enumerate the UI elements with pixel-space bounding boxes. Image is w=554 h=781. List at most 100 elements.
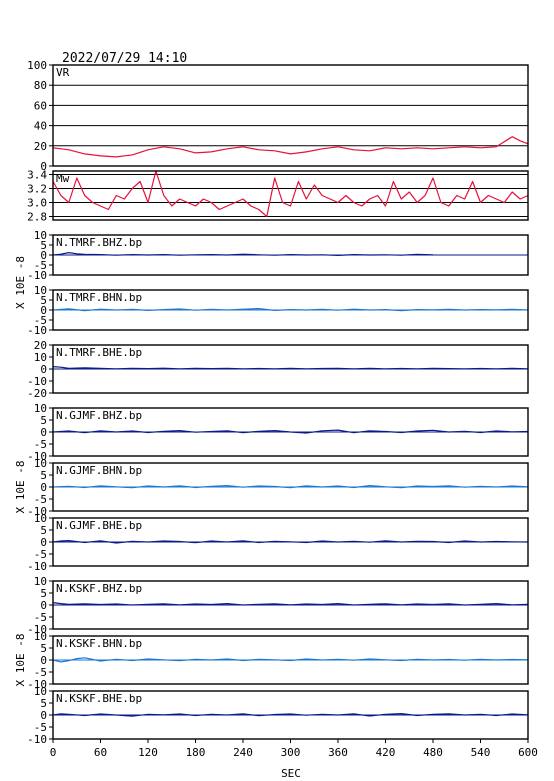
y-tick-label: 3.2 (27, 183, 47, 196)
panel-frame (52, 170, 529, 221)
panel-label: N.KSKF.BHN.bp (56, 637, 142, 650)
y-tick-label: 10 (34, 402, 47, 415)
y-tick-label: 0 (40, 709, 47, 722)
y-tick-label: -5 (34, 721, 47, 734)
series-line (52, 657, 529, 663)
y-tick-label: -10 (27, 733, 47, 746)
x-tick-label: 360 (328, 746, 348, 759)
y-tick-label: -5 (34, 314, 47, 327)
series-line (52, 602, 529, 606)
y-tick-label: 0 (40, 160, 47, 173)
y-tick-label: -5 (34, 493, 47, 506)
y-tick-label: -10 (27, 560, 47, 573)
y-tick-label: 10 (34, 229, 47, 242)
x-tick-label: 600 (518, 746, 538, 759)
x-tick-label: 540 (471, 746, 491, 759)
y-tick-label: -10 (27, 678, 47, 691)
x-tick-label: 480 (423, 746, 443, 759)
y-tick-label: 5 (40, 642, 47, 655)
y-axis-label: X 10E -8 (14, 256, 27, 309)
y-tick-label: 0 (40, 599, 47, 612)
series-line (52, 485, 529, 489)
series-line (52, 712, 529, 717)
x-axis: X 10E -8 X 10E -8 X 10E -8 0 60 120 180 240 300 3… (14, 256, 538, 759)
y-tick-label: -5 (34, 611, 47, 624)
y-tick-label: 10 (34, 351, 47, 364)
series-line (52, 136, 529, 158)
y-tick-label: 5 (40, 239, 47, 252)
panel-label: N.GJMF.BHZ.bp (56, 409, 142, 422)
y-tick-label: 0 (40, 536, 47, 549)
y-tick-label: -10 (27, 324, 47, 337)
x-tick-label: 180 (186, 746, 206, 759)
y-tick-label: 10 (34, 284, 47, 297)
x-tick-label: 60 (94, 746, 107, 759)
x-tick-label: 0 (50, 746, 57, 759)
y-tick-label: 5 (40, 697, 47, 710)
y-tick-label: 100 (27, 59, 47, 72)
y-tick-label: -10 (27, 450, 47, 463)
y-tick-label: -10 (27, 375, 47, 388)
y-tick-label: -10 (27, 505, 47, 518)
panel-label: N.GJMF.BHN.bp (56, 464, 142, 477)
x-tick-label: 240 (233, 746, 253, 759)
y-tick-label: 10 (34, 630, 47, 643)
timestamp: 2022/07/29 14:10 (62, 51, 187, 66)
panel-1: 0 20 40 60 80 100 VR (27, 59, 529, 173)
y-tick-label: 3.0 (27, 197, 47, 210)
y-tick-label: 60 (34, 99, 47, 112)
x-tick-label: 420 (376, 746, 396, 759)
panel-2: 2.83.03.23.4 Mw (27, 169, 529, 224)
y-tick-label: 5 (40, 294, 47, 307)
y-tick-label: 0 (40, 249, 47, 262)
y-tick-label: -10 (27, 623, 47, 636)
y-tick-label: 10 (34, 685, 47, 698)
series-line (52, 308, 529, 312)
panel-label: N.TMRF.BHN.bp (56, 291, 142, 304)
panel-label: N.KSKF.BHZ.bp (56, 582, 142, 595)
y-tick-label: 20 (34, 339, 47, 352)
panel-label: VR (56, 66, 70, 79)
y-tick-label: 5 (40, 524, 47, 537)
y-tick-label: 10 (34, 457, 47, 470)
y-axis-label: X 10E -8 (14, 461, 27, 514)
series-line (52, 170, 529, 218)
y-tick-label: 2.8 (27, 211, 47, 224)
x-axis-label: SEC (281, 767, 301, 780)
panel-label: N.TMRF.BHZ.bp (56, 236, 142, 249)
x-tick-label: 120 (138, 746, 158, 759)
y-tick-label: 0 (40, 481, 47, 494)
y-tick-label: 20 (34, 140, 47, 153)
panel-frame (52, 64, 529, 167)
y-tick-label: 0 (40, 363, 47, 376)
y-tick-label: -10 (27, 269, 47, 282)
y-tick-label: -5 (34, 666, 47, 679)
y-tick-label: 0 (40, 654, 47, 667)
y-tick-label: -20 (27, 387, 47, 400)
y-tick-label: -5 (34, 438, 47, 451)
y-tick-label: 3.4 (27, 169, 47, 182)
y-tick-label: 5 (40, 587, 47, 600)
y-tick-label: 5 (40, 414, 47, 427)
y-tick-label: 10 (34, 512, 47, 525)
y-tick-label: 40 (34, 120, 47, 133)
y-tick-label: 10 (34, 575, 47, 588)
panel-label: N.GJMF.BHE.bp (56, 519, 142, 532)
series-line (52, 429, 529, 434)
y-tick-label: -5 (34, 259, 47, 272)
panel-label: N.TMRF.BHE.bp (56, 346, 142, 359)
series-line (52, 252, 434, 256)
y-tick-label: -5 (34, 548, 47, 561)
y-tick-label: 80 (34, 79, 47, 92)
y-tick-label: 0 (40, 426, 47, 439)
y-tick-label: 0 (40, 304, 47, 317)
